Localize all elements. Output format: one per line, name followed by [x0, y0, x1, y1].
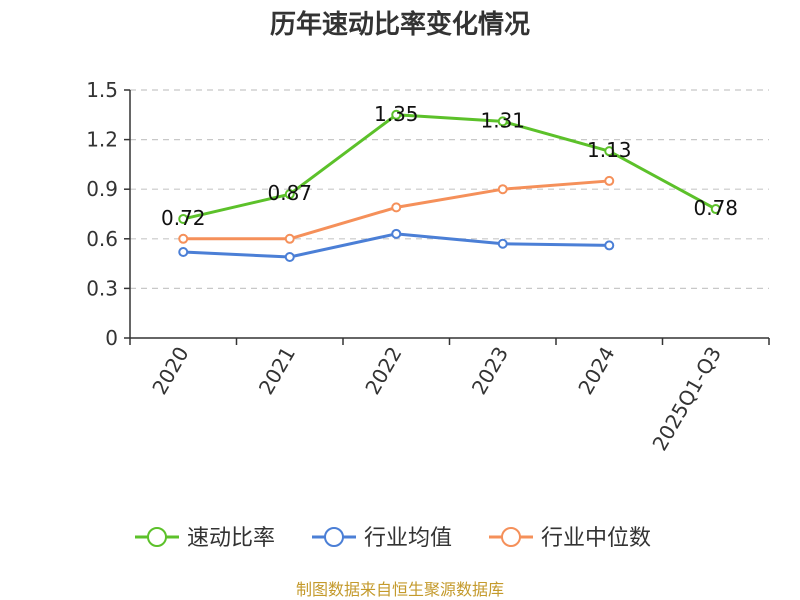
series-line — [182, 113, 717, 221]
y-tick-label: 0 — [105, 326, 118, 350]
data-point — [604, 240, 615, 251]
y-axis: 0 0.3 0.6 0.9 1.2 1.5 — [86, 78, 131, 350]
data-labels: 0.72 0.87 1.35 1.31 1.13 0.78 — [161, 102, 738, 230]
series-layer — [178, 109, 721, 262]
source-note: 制图数据来自恒生聚源数据库 — [296, 580, 504, 599]
data-point — [497, 116, 508, 127]
legend-item[interactable]: 行业中位数 — [489, 526, 651, 551]
legend-label: 行业中位数 — [541, 526, 651, 551]
x-tick-label: 2022 — [360, 343, 406, 399]
data-point — [391, 228, 402, 239]
data-point — [178, 213, 189, 224]
data-point — [284, 189, 295, 200]
x-tick-label: 2020 — [147, 343, 193, 399]
data-point — [284, 251, 295, 262]
legend-label: 行业均值 — [364, 526, 452, 551]
legend-item[interactable]: 行业均值 — [312, 526, 452, 551]
data-point — [391, 202, 402, 213]
data-label: 1.35 — [374, 102, 419, 126]
data-label: 0.78 — [693, 196, 738, 220]
x-tick-label: 2025Q1-Q3 — [647, 343, 726, 455]
legend-item[interactable]: 速动比率 — [135, 526, 275, 551]
data-point — [497, 238, 508, 249]
legend-marker — [324, 527, 344, 547]
legend-marker — [147, 527, 167, 547]
legend-marker — [501, 527, 521, 547]
data-point — [710, 204, 721, 215]
data-point — [178, 233, 189, 244]
x-axis: 2020 2021 2022 2023 2024 2025Q1-Q3 — [129, 337, 770, 455]
x-tick-label: 2021 — [254, 343, 300, 399]
data-point — [391, 109, 402, 120]
grid — [130, 89, 769, 289]
data-point — [604, 175, 615, 186]
legend-label: 速动比率 — [187, 526, 275, 551]
data-label: 1.13 — [587, 138, 632, 162]
data-label: 0.72 — [161, 206, 206, 230]
chart-title: 历年速动比率变化情况 — [270, 9, 530, 40]
data-point — [497, 184, 508, 195]
y-tick-label: 0.9 — [86, 177, 118, 201]
y-tick-label: 1.2 — [86, 128, 118, 152]
data-label: 1.31 — [480, 108, 525, 132]
x-tick-label: 2024 — [573, 343, 619, 399]
data-point — [178, 247, 189, 258]
y-tick-label: 1.5 — [86, 78, 118, 102]
data-point — [604, 146, 615, 157]
legend[interactable]: 速动比率 行业均值 行业中位数 — [135, 526, 651, 551]
x-tick-label: 2023 — [467, 343, 513, 399]
data-point — [284, 233, 295, 244]
y-tick-label: 0.3 — [86, 276, 118, 300]
data-label: 0.87 — [267, 181, 312, 205]
y-tick-label: 0.6 — [86, 227, 118, 251]
